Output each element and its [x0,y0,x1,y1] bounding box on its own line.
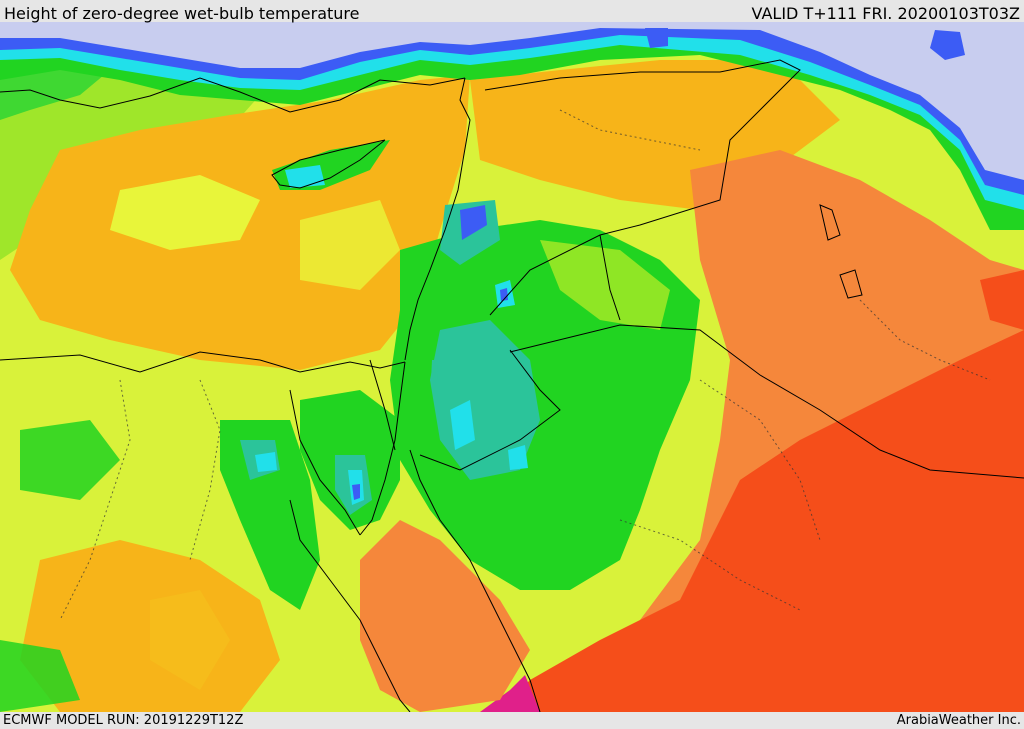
zone-blue-sinai [352,484,360,500]
coastline-egypt [0,351,406,373]
borders [0,59,1024,712]
zone-gold-sudan [150,590,230,690]
coastline-sinai-east [359,361,406,536]
zone-orange-redsea [360,520,530,712]
model-run: ECMWF MODEL RUN: 20191229T12Z [3,713,244,728]
coastline-lake-milh [839,269,863,299]
border-egypt-israel [369,359,396,451]
zone-cyan-cyprus [285,165,325,188]
lake-van [930,30,965,60]
zone-cyan-blob-3 [508,445,528,470]
zone-green-egypt-south [0,640,80,712]
zone-cyan-eastern-desert [255,452,277,472]
border-jordan-saudi [419,349,561,471]
zone-yellow-mediterranean-2 [300,200,400,290]
zone-green-egypt-west [20,420,120,500]
zone-lime-levant [540,240,670,330]
zone-red-east [500,330,1024,712]
dead-sea [431,360,438,380]
zone-blue-lebanon [460,205,487,240]
weather-map[interactable] [0,22,1024,712]
internal-borders [59,109,991,621]
coastline-sinai-west [289,389,361,536]
zone-cyan-blob-1 [450,400,475,450]
coastline-cyprus [271,139,386,189]
border-saudi-jordan [599,234,621,321]
map-canvas [0,22,1024,712]
coastline-levant [404,77,471,361]
zone-yellow-mediterranean [110,175,260,250]
coastline-redsea-east [409,449,541,712]
zone-ice-turkey [0,22,1024,180]
border-jordan-iraq [509,324,1024,479]
coastline-redsea-west [289,499,411,712]
footer-bar: ECMWF MODEL RUN: 20191229T12Z ArabiaWeat… [0,712,1024,729]
brand-label: ArabiaWeather Inc. [896,713,1021,728]
zone-red-northeast [980,270,1024,330]
coastline-lake-tharthar [819,204,841,241]
valid-time: VALID T+111 FRI. 20200103T03Z [751,4,1020,23]
map-title: Height of zero-degree wet-bulb temperatu… [4,4,360,23]
header-bar: Height of zero-degree wet-bulb temperatu… [0,0,1024,23]
zone-green-eastern-desert [220,420,320,610]
coastline-north-mediterranean [0,77,466,113]
lake-tuz [645,28,668,48]
zone-magenta-yemen [480,675,540,712]
